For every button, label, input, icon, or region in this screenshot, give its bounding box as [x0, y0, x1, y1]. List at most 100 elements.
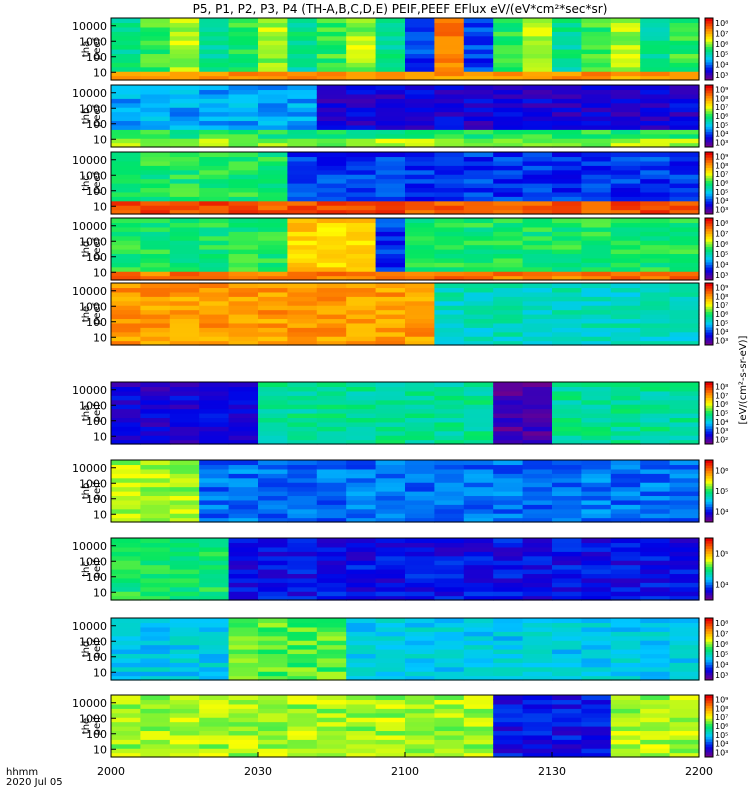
spectrogram-cell: [552, 300, 582, 306]
spectrogram-cell: [434, 551, 465, 557]
spectrogram-cell: [493, 271, 524, 277]
spectrogram-cell: [375, 129, 406, 135]
spectrogram-cell: [552, 399, 582, 405]
spectrogram-cell: [287, 129, 318, 135]
spectrogram-cell: [463, 296, 494, 302]
spectrogram-cell: [287, 649, 318, 655]
spectrogram-cell: [434, 327, 465, 333]
spectrogram-cell: [287, 142, 318, 148]
spectrogram-cell: [169, 582, 200, 588]
spectrogram-cell: [316, 174, 347, 180]
spectrogram-cell: [228, 327, 259, 333]
spectrogram-cell: [405, 244, 435, 250]
spectrogram-cell: [493, 218, 524, 224]
spectrogram-cell: [199, 666, 230, 672]
x-tick-label: 2130: [538, 765, 566, 778]
spectrogram-cell: [346, 107, 377, 113]
spectrogram-cell: [258, 752, 288, 758]
spectrogram-cell: [640, 318, 671, 324]
spectrogram-cell: [346, 187, 377, 193]
spectrogram-cell: [552, 730, 582, 736]
spectrogram-cell: [405, 555, 435, 561]
spectrogram-cell: [199, 499, 230, 505]
spectrogram-cell: [434, 586, 465, 592]
spectrogram-cell: [346, 499, 377, 505]
spectrogram-cell: [258, 739, 288, 745]
spectrogram-cell: [522, 708, 553, 714]
spectrogram-cell: [522, 404, 553, 410]
spectrogram-cell: [287, 703, 318, 709]
spectrogram-cell: [610, 165, 641, 171]
spectrogram-cell: [552, 739, 582, 745]
spectrogram-cell: [316, 618, 347, 624]
spectrogram-cell: [581, 249, 612, 255]
spectrogram-cell: [140, 305, 171, 311]
colorbar-tick-label: 10⁵: [715, 50, 728, 59]
colorbar-step: [705, 618, 713, 622]
spectrogram-cell: [316, 340, 347, 346]
spectrogram-cell: [375, 160, 406, 166]
spectrogram-cell: [169, 102, 200, 108]
spectrogram-cell: [199, 336, 230, 342]
colorbar-step: [705, 460, 713, 464]
spectrogram-cell: [552, 631, 582, 637]
spectrogram-cell: [199, 226, 230, 232]
spectrogram-cell: [405, 200, 435, 206]
colorbar-step: [705, 30, 713, 34]
spectrogram-cell: [669, 169, 700, 175]
spectrogram-cell: [610, 209, 641, 215]
spectrogram-cell: [405, 504, 435, 510]
spectrogram-cell: [640, 564, 671, 570]
spectrogram-cell: [316, 726, 347, 732]
spectrogram-cell: [493, 430, 524, 436]
spectrogram-cell: [552, 35, 582, 41]
spectrogram-cell: [346, 734, 377, 740]
spectrogram-cell: [640, 477, 671, 483]
spectrogram-cell: [581, 542, 612, 548]
colorbar-step: [705, 36, 713, 40]
spectrogram-cell: [346, 196, 377, 202]
spectrogram-cell: [346, 129, 377, 135]
spectrogram-cell: [434, 169, 465, 175]
spectrogram-cell: [669, 586, 700, 592]
spectrogram-cell: [287, 439, 318, 445]
spectrogram-cell: [258, 649, 288, 655]
spectrogram-cell: [316, 107, 347, 113]
spectrogram-cell: [346, 542, 377, 548]
colorbar-step: [705, 183, 713, 187]
spectrogram-cell: [228, 560, 259, 566]
colorbar-step: [705, 144, 713, 148]
spectrogram-cell: [493, 477, 524, 483]
spectrogram-cell: [669, 31, 700, 37]
spectrogram-cell: [169, 395, 200, 401]
spectrogram-cell: [111, 253, 141, 259]
spectrogram-cell: [434, 504, 465, 510]
spectrogram-cell: [228, 262, 259, 268]
spectrogram-cell: [640, 486, 671, 492]
spectrogram-cell: [228, 40, 259, 46]
spectrogram-cell: [669, 75, 700, 81]
spectrogram-cell: [610, 560, 641, 566]
spectrogram-cell: [463, 653, 494, 659]
spectrogram-cell: [111, 752, 141, 758]
spectrogram-cell: [140, 152, 171, 158]
spectrogram-cell: [111, 546, 141, 552]
spectrogram-cell: [169, 71, 200, 77]
spectrogram-cell: [434, 657, 465, 663]
spectrogram-cell: [346, 283, 377, 289]
spectrogram-cell: [463, 257, 494, 263]
spectrogram-cell: [228, 739, 259, 745]
spectrogram-cell: [111, 57, 141, 63]
spectrogram-cell: [316, 249, 347, 255]
colorbar-tick-label: 10³: [715, 749, 728, 758]
spectrogram-cell: [581, 653, 612, 659]
spectrogram-cell: [258, 734, 288, 740]
spectrogram-cell: [140, 174, 171, 180]
spectrogram-cell: [610, 49, 641, 55]
spectrogram-cell: [169, 107, 200, 113]
spectrogram-cell: [581, 464, 612, 470]
spectrogram-cell: [581, 408, 612, 414]
spectrogram-cell: [346, 133, 377, 139]
spectrogram-cell: [610, 417, 641, 423]
spectrogram-cell: [522, 93, 553, 99]
